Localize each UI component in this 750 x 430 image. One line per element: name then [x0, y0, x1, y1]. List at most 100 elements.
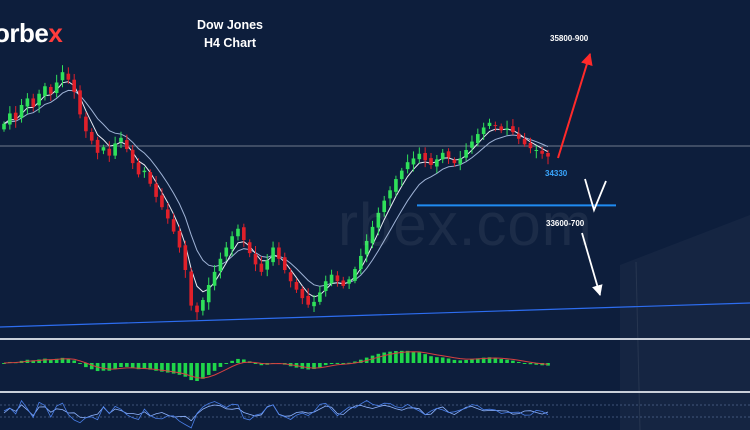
candle-body: [25, 98, 30, 107]
candle-body: [242, 227, 246, 240]
candle-body: [440, 152, 445, 160]
macd-histogram-bar: [242, 359, 246, 363]
candle-body: [446, 151, 451, 158]
macd-histogram-bar: [323, 363, 328, 366]
macd-histogram-bar: [499, 358, 504, 363]
candle-body: [458, 158, 463, 164]
candle-body: [84, 116, 88, 132]
candle-body: [405, 162, 410, 170]
candle-body: [429, 158, 433, 165]
macd-histogram-bar: [528, 363, 533, 365]
macd-histogram-bar: [236, 358, 240, 363]
candle-body: [259, 263, 264, 272]
macd-histogram-bar: [154, 363, 158, 371]
candle-body: [493, 125, 498, 127]
macd-histogram-bar: [341, 363, 346, 364]
macd-histogram-bar: [522, 363, 527, 364]
macd-histogram-bar: [429, 356, 433, 363]
candle-body: [8, 113, 12, 125]
candle-body: [224, 247, 229, 257]
macd-histogram-bar: [177, 363, 182, 375]
macd-histogram-bar: [165, 363, 170, 373]
macd-histogram-bar: [458, 360, 463, 363]
macd-histogram-bar: [259, 363, 264, 366]
macd-histogram-bar: [142, 363, 147, 369]
bullish-target-arrow: [557, 52, 593, 159]
candle-body: [130, 149, 135, 164]
macd-histogram-bar: [423, 354, 427, 363]
macd-histogram-bar: [516, 361, 521, 363]
macd-histogram-bar: [405, 350, 410, 363]
brand-logo: orbex: [0, 18, 63, 48]
candle-body: [417, 153, 422, 160]
candle-body: [212, 271, 217, 286]
macd-histogram-bar: [417, 352, 422, 363]
macd-histogram-bar: [493, 357, 498, 363]
macd-histogram-bar: [218, 363, 223, 367]
macd-histogram-bar: [505, 359, 509, 363]
candle-body: [125, 140, 129, 150]
macd-histogram-bar: [113, 363, 117, 369]
candle-body: [423, 153, 427, 161]
candle-body: [435, 159, 439, 167]
title-line-2: H4 Chart: [203, 36, 257, 50]
support-trendline: [0, 302, 750, 328]
candle-body: [160, 195, 164, 208]
oscillator-line: [3, 399, 549, 429]
candle-body: [505, 128, 509, 130]
macd-histogram-bar: [72, 360, 77, 363]
macd-histogram-bar: [511, 360, 515, 363]
candle-body: [60, 72, 65, 81]
macd-histogram-bar: [37, 359, 41, 363]
macd-histogram-bar: [189, 363, 193, 381]
candle-body: [370, 226, 375, 244]
macd-histogram-bar: [195, 363, 199, 381]
watermark-text: rbex.com: [338, 191, 593, 258]
candle-body: [522, 138, 527, 145]
moving-average-fast: [3, 81, 549, 298]
support-price-label: 34330: [545, 169, 568, 178]
candle-body: [546, 153, 550, 157]
candle-body: [136, 162, 141, 175]
candle-body: [31, 98, 36, 107]
candle-body: [165, 209, 170, 219]
candle-body: [89, 132, 94, 141]
candle-body: [218, 258, 223, 272]
candle-body: [376, 212, 381, 228]
macd-histogram-bar: [171, 363, 176, 374]
macd-histogram-bar: [452, 359, 457, 363]
candle-body: [271, 247, 275, 263]
candle-body: [66, 73, 71, 80]
macd-histogram-bar: [335, 362, 340, 364]
macd-histogram-bar: [119, 363, 123, 368]
candle-body: [312, 301, 316, 307]
candle-body: [341, 280, 346, 286]
macd-histogram-bar: [253, 363, 258, 364]
candle-body: [487, 122, 492, 126]
candle-body: [78, 90, 82, 115]
macd-histogram-bar: [2, 363, 6, 364]
macd-histogram-bar: [481, 357, 486, 363]
candle-body: [411, 158, 416, 165]
candle-body: [347, 279, 351, 284]
candle-body: [230, 236, 234, 249]
pane-separator-oscillator: [0, 391, 750, 393]
macd-histogram-bar: [101, 363, 106, 371]
candle-body: [499, 126, 504, 131]
candle-body: [107, 148, 112, 156]
macd-histogram-bar: [130, 363, 135, 368]
candle-body: [19, 105, 24, 118]
macd-histogram-bar: [66, 358, 71, 363]
candle-body: [359, 255, 363, 270]
macd-histogram-bar: [212, 363, 217, 371]
bounce-arrow: [584, 178, 607, 213]
candle-body: [399, 170, 404, 180]
macd-histogram-bar: [125, 363, 129, 367]
candle-body: [306, 295, 310, 305]
candle-body: [294, 282, 299, 290]
macd-histogram-bar: [440, 357, 445, 363]
macd-histogram-bar: [388, 351, 392, 363]
candle-body: [288, 272, 293, 282]
macd-histogram-bar: [201, 363, 205, 379]
